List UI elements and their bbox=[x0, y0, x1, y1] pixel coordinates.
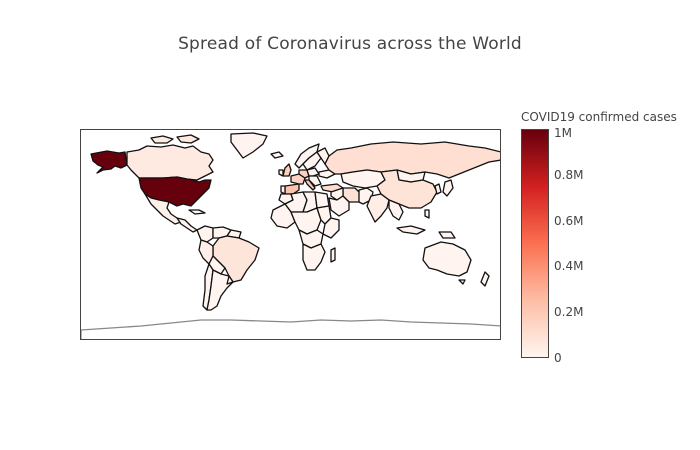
region-alaska[interactable] bbox=[90, 150, 128, 174]
colorbar-tick-label: 0 bbox=[554, 351, 562, 365]
region-iceland[interactable] bbox=[270, 151, 284, 159]
world-map[interactable] bbox=[81, 130, 501, 340]
region-southern-africa[interactable] bbox=[302, 243, 326, 271]
region-finland[interactable] bbox=[316, 147, 330, 165]
region-central-africa[interactable] bbox=[290, 207, 322, 235]
region-india[interactable] bbox=[366, 193, 390, 223]
map-frame[interactable] bbox=[80, 129, 501, 340]
region-germany[interactable] bbox=[298, 169, 310, 179]
region-cuba[interactable] bbox=[188, 209, 206, 215]
colorbar-tick-label: 0.8M bbox=[554, 168, 584, 182]
region-egypt[interactable] bbox=[314, 191, 330, 209]
region-italy[interactable] bbox=[304, 179, 316, 191]
region-australia[interactable] bbox=[422, 241, 472, 277]
colorbar-tick-label: 0.4M bbox=[554, 259, 584, 273]
region-philippines[interactable] bbox=[424, 209, 430, 219]
region-united-kingdom[interactable] bbox=[282, 163, 292, 177]
region-saudi-arabia[interactable] bbox=[328, 195, 350, 217]
region-canada-islands-2[interactable] bbox=[176, 134, 200, 144]
colorbar bbox=[521, 129, 549, 358]
region-japan[interactable] bbox=[442, 179, 454, 197]
region-colombia[interactable] bbox=[196, 225, 214, 243]
region-png[interactable] bbox=[438, 231, 456, 239]
colorbar-title: COVID19 confirmed cases bbox=[521, 110, 677, 124]
region-ireland[interactable] bbox=[278, 169, 284, 177]
region-balkans[interactable] bbox=[308, 175, 322, 187]
region-uruguay[interactable] bbox=[226, 275, 234, 285]
colorbar-tick-label: 1M bbox=[554, 126, 572, 140]
region-poland[interactable] bbox=[306, 167, 320, 177]
region-west-africa[interactable] bbox=[270, 203, 296, 229]
region-new-zealand[interactable] bbox=[480, 271, 490, 287]
region-madagascar[interactable] bbox=[330, 247, 336, 263]
region-antarctica[interactable] bbox=[81, 319, 501, 340]
colorbar-tick-label: 0.6M bbox=[554, 214, 584, 228]
region-china[interactable] bbox=[376, 169, 438, 209]
map-title: Spread of Coronavirus across the World bbox=[178, 34, 522, 54]
region-portugal[interactable] bbox=[280, 185, 286, 195]
region-korea[interactable] bbox=[434, 183, 442, 195]
region-tasmania[interactable] bbox=[458, 279, 466, 285]
region-southeast-asia[interactable] bbox=[388, 199, 404, 221]
region-central-america[interactable] bbox=[176, 217, 198, 233]
region-canada[interactable] bbox=[126, 144, 214, 181]
region-argentina[interactable] bbox=[206, 269, 234, 311]
region-canada-islands[interactable] bbox=[150, 135, 174, 144]
region-indonesia[interactable] bbox=[396, 225, 426, 235]
region-greenland[interactable] bbox=[230, 132, 268, 159]
colorbar-tick-label: 0.2M bbox=[554, 305, 584, 319]
